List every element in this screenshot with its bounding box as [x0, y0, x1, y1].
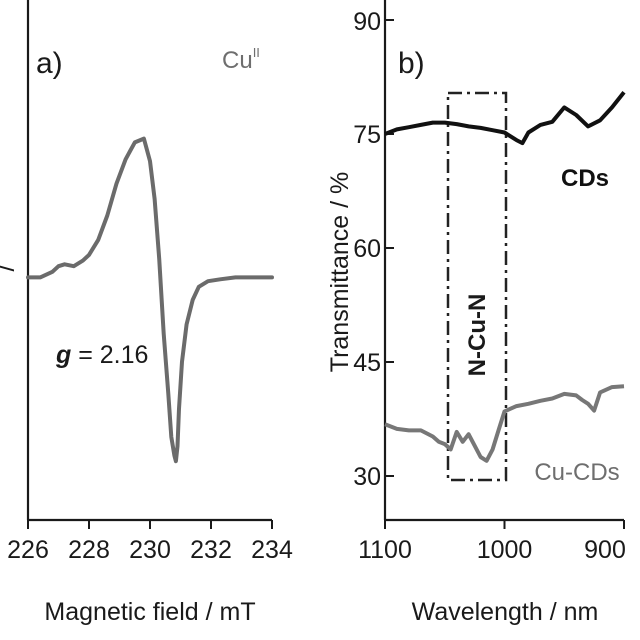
n-cu-n-label: N-Cu-N	[464, 294, 491, 377]
panel-a-g-value: = 2.16	[71, 341, 148, 369]
panel-b-label: b)	[398, 47, 425, 80]
panel-b-y-tick-label: 60	[353, 235, 381, 263]
panel-a-epr-curve	[26, 136, 274, 464]
panel-a-species-label: CuII	[222, 45, 260, 74]
cu-cds-series-label: Cu-CDs	[534, 459, 619, 486]
panel-a-x-tick-label: 226	[7, 536, 49, 564]
panel-b-y-tick-label: 90	[353, 8, 381, 36]
panel-a-g-symbol: g	[55, 341, 71, 369]
panel-b-y-tick-label: 30	[353, 463, 381, 491]
panel-a-x-tick-label: 228	[68, 536, 110, 564]
panel-b-y-axis-title: Transmittance / %	[326, 172, 354, 373]
panel-a-x-tick-label: 232	[190, 536, 232, 564]
panel-a-ticks: 226 228 230 232 234	[7, 520, 293, 564]
panel-b-ticks: 1100 1000 900 30 45 60 75 90	[353, 8, 626, 564]
panel-b-chart: 1100 1000 900 30 45 60 75 90 b) Wavelength / nm…	[326, 0, 626, 626]
panel-a-label: a)	[36, 47, 63, 80]
panel-a-x-tick-label: 234	[251, 536, 293, 564]
panel-b-x-axis-title: Wavelength / nm	[412, 598, 599, 626]
panel-a-species-text: Cu	[222, 47, 253, 74]
panel-a-species-superscript: II	[253, 45, 260, 60]
panel-a-chart: 226 228 230 232 234 a) CuII g = 2.16 Magneti…	[0, 0, 293, 626]
panel-a-x-tick-label: 230	[129, 536, 171, 564]
panel-a-y-axis-title: /	[0, 264, 20, 271]
cds-spectrum-line	[384, 90, 626, 146]
panel-b-x-tick-label: 900	[584, 536, 626, 564]
panel-b-y-tick-label: 75	[353, 121, 381, 149]
panel-b-x-tick-label: 1000	[477, 536, 533, 564]
panel-a-x-axis-title: Magnetic field / mT	[44, 598, 255, 626]
cu-cds-spectrum-line	[384, 384, 625, 463]
n-cu-n-highlight-box	[446, 91, 508, 482]
cds-series-label: CDs	[561, 165, 609, 192]
panel-a-g-factor: g = 2.16	[55, 341, 148, 369]
panel-b-x-tick-label: 1100	[358, 536, 412, 564]
panel-b-y-tick-label: 45	[353, 349, 381, 377]
